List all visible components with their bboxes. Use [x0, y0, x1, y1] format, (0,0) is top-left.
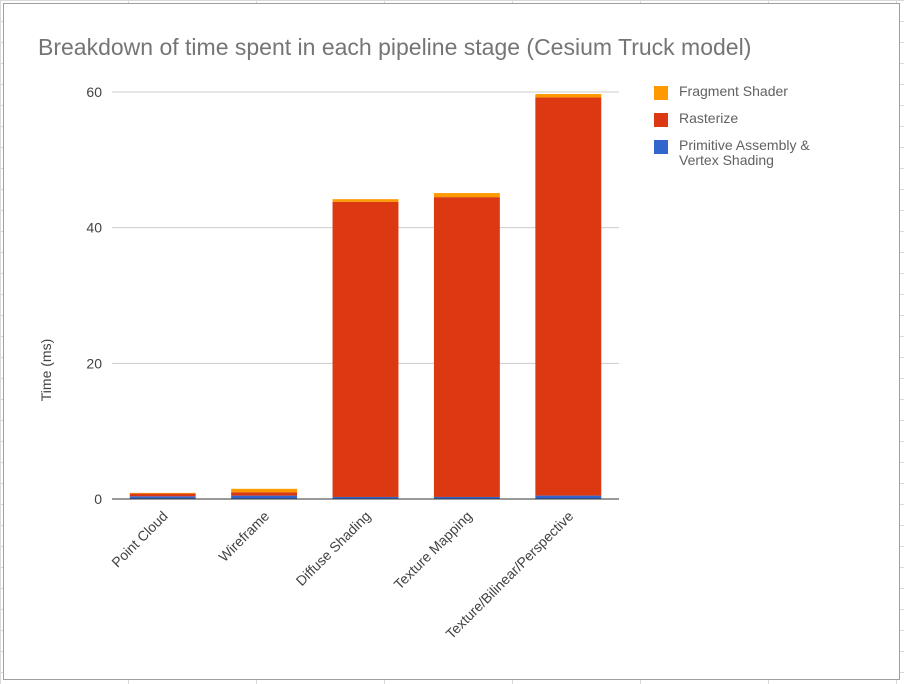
bar-segment	[535, 94, 602, 98]
bar-segment	[129, 493, 196, 497]
legend: Fragment Shader Rasterize Primitive Asse…	[654, 84, 854, 179]
legend-item-fragment-shader: Fragment Shader	[654, 84, 854, 100]
bar-segment	[332, 201, 399, 497]
y-tick-label: 20	[86, 355, 102, 371]
bars	[129, 94, 602, 499]
bar-segment	[535, 97, 602, 496]
y-tick-label: 40	[86, 220, 102, 236]
y-tick-label: 0	[94, 491, 102, 507]
bar-segment	[433, 197, 500, 497]
x-tick-label: Point Cloud	[108, 508, 171, 571]
legend-label: Fragment Shader	[679, 83, 788, 99]
bar-segment	[129, 492, 196, 494]
bar-segment	[535, 495, 602, 499]
bar-segment	[332, 199, 399, 202]
bar-segment	[231, 488, 298, 493]
bar-segment	[129, 496, 196, 499]
plot-area: 0 20 40 60 Point Cloud Wireframe Diffuse Shadi…	[38, 84, 619, 642]
x-tick-label: Texture Mapping	[391, 508, 476, 593]
legend-swatch	[654, 86, 668, 100]
bar-segment	[433, 193, 500, 198]
y-axis-label: Time (ms)	[38, 339, 54, 401]
chart-card: Breakdown of time spent in each pipeline…	[3, 3, 900, 680]
legend-swatch	[654, 140, 668, 154]
bar-segment	[433, 496, 500, 499]
legend-label: Primitive Assembly & Vertex Shading	[679, 137, 810, 168]
legend-swatch	[654, 113, 668, 127]
legend-label: Rasterize	[679, 110, 739, 126]
x-tick-label: Diffuse Shading	[293, 508, 374, 589]
bar-segment	[231, 495, 298, 499]
chart-title: Breakdown of time spent in each pipeline…	[38, 34, 752, 60]
x-tick-label: Wireframe	[215, 508, 272, 565]
legend-item-rasterize: Rasterize	[654, 111, 854, 127]
bar-segment	[332, 496, 399, 499]
bar-segment	[231, 492, 298, 496]
y-tick-label: 60	[86, 84, 102, 100]
legend-item-primitive-assembly: Primitive Assembly & Vertex Shading	[654, 138, 854, 168]
